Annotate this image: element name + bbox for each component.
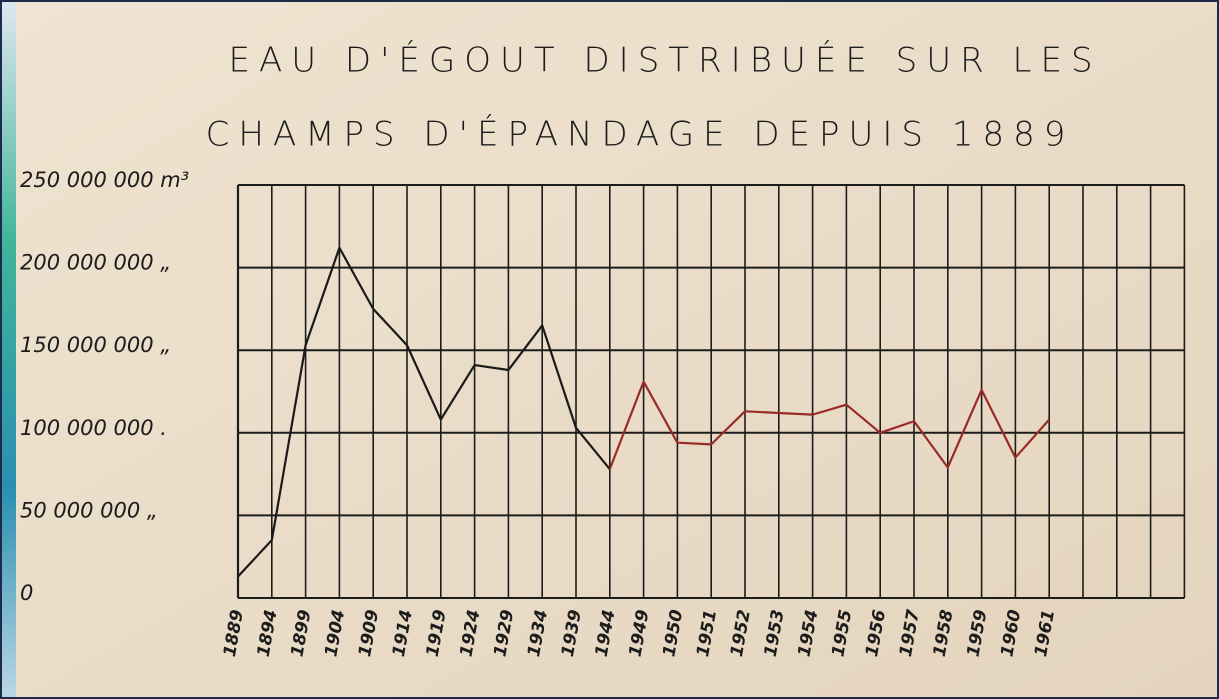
chart-title: EAU D'ÉGOUT DISTRIBUÉE SUR LES [228,40,1101,81]
y-tick-label: 50 000 000 „ [20,498,158,522]
data-line [237,246,611,578]
y-tick-label: 200 000 000 „ [20,251,171,275]
y-tick-label: 250 000 000 m³ [20,168,189,192]
data-line [608,380,1051,470]
edge-strip [0,0,16,699]
y-tick-label: 0 [20,581,33,605]
chart-title: CHAMPS D'ÉPANDAGE DEPUIS 1889 [206,114,1075,155]
y-tick-label: 100 000 000 . [20,416,167,440]
y-tick-label: 150 000 000 „ [20,333,171,357]
